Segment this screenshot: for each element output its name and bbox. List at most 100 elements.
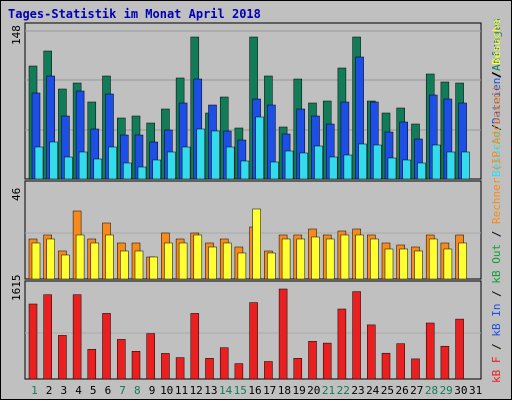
bar-bottom-kb-f-day-28 <box>425 322 435 380</box>
bar-middle-besuche-day-7 <box>120 250 129 280</box>
chart-title: Tages-Statistik im Monat April 2018 <box>8 7 261 21</box>
bar-top-besuche-day-28 <box>431 144 441 180</box>
bar-middle-besuche-day-15 <box>237 252 247 280</box>
bar-middle-besuche-day-27 <box>414 250 423 280</box>
x-tick-label: 4 <box>75 384 82 397</box>
bar-top-besuche-day-17 <box>270 161 279 180</box>
bar-bottom-kb-f-day-17 <box>264 361 273 380</box>
x-tick-label: 11 <box>175 384 188 397</box>
bar-bottom-kb-f-day-23 <box>352 291 361 380</box>
bar-top-besuche-day-3 <box>64 156 73 180</box>
bar-middle-besuche-day-19 <box>296 238 306 280</box>
bar-middle-besuche-day-12 <box>193 234 203 280</box>
bar-bottom-kb-f-day-7 <box>117 339 126 380</box>
x-tick-label: 21 <box>322 384 335 397</box>
x-tick-label: 17 <box>263 384 276 397</box>
bar-middle-besuche-day-9 <box>149 256 158 280</box>
bar-bottom-kb-f-day-27 <box>411 358 420 380</box>
legend-entry: / <box>490 284 503 304</box>
bar-top-besuche-day-11 <box>181 146 191 180</box>
x-tick-label: 10 <box>160 384 173 397</box>
bar-middle-besuche-day-20 <box>311 236 320 280</box>
bar-middle-besuche-day-30 <box>458 242 467 280</box>
bar-bottom-kb-f-day-29 <box>440 345 450 380</box>
bar-bottom-kb-f-day-2 <box>43 294 52 380</box>
bar-middle-besuche-day-22 <box>340 234 350 280</box>
bar-bottom-kb-f-day-12 <box>190 313 200 380</box>
bar-middle-besuche-day-2 <box>46 238 55 280</box>
bar-middle-besuche-day-14 <box>222 242 232 280</box>
x-tick-label: 30 <box>454 384 467 397</box>
bar-top-besuche-day-22 <box>343 154 353 180</box>
bar-middle-besuche-day-29 <box>443 248 453 280</box>
bar-top-besuche-day-12 <box>196 128 206 180</box>
bar-middle-besuche-day-6 <box>105 234 114 280</box>
bar-top-besuche-day-9 <box>152 159 161 180</box>
legend-entry: / <box>490 224 503 244</box>
bar-middle-besuche-day-28 <box>428 238 438 280</box>
legend-entry: Besuche <box>490 131 503 177</box>
x-tick-label: 5 <box>90 384 97 397</box>
x-tick-label: 29 <box>440 384 453 397</box>
bar-top-besuche-day-1 <box>34 146 44 180</box>
x-tick-label: 2 <box>46 384 53 397</box>
bar-bottom-kb-f-day-18 <box>278 288 288 380</box>
bar-bottom-kb-f-day-10 <box>161 353 170 380</box>
y-max-label: 1615 <box>10 275 23 302</box>
x-tick-label: 16 <box>248 384 261 397</box>
bar-middle-besuche-day-16 <box>252 208 261 280</box>
legend-entry: Rechner (IP-Adressen) <box>490 85 503 224</box>
bar-middle-besuche-day-21 <box>325 238 335 280</box>
bar-bottom-kb-f-day-25 <box>381 352 391 380</box>
legend-top: Besuche/Dateien/Anfragen <box>490 18 503 177</box>
y-max-label: 148 <box>10 25 23 45</box>
bar-middle-besuche-day-25 <box>384 248 394 280</box>
bar-bottom-kb-f-day-24 <box>367 324 376 380</box>
x-tick-label: 18 <box>278 384 291 397</box>
x-tick-label: 19 <box>292 384 305 397</box>
x-tick-label: 25 <box>381 384 394 397</box>
bar-middle-besuche-day-11 <box>178 242 188 280</box>
bar-top-besuche-day-16 <box>255 116 264 180</box>
bar-top-besuche-day-23 <box>358 143 367 180</box>
bar-bottom-kb-f-day-9 <box>146 333 155 380</box>
bar-top-besuche-day-30 <box>461 151 470 180</box>
legend-entry: / <box>490 71 503 78</box>
bar-middle-besuche-day-4 <box>75 234 85 280</box>
bar-bottom-kb-f-day-5 <box>87 349 97 380</box>
bar-top-besuche-day-21 <box>328 156 338 180</box>
bar-middle-besuche-day-13 <box>208 246 217 280</box>
x-tick-label: 15 <box>234 384 247 397</box>
bar-top-besuche-day-10 <box>167 151 176 180</box>
y-max-label: 46 <box>10 188 23 201</box>
bar-middle-besuche-day-3 <box>61 254 70 280</box>
bar-bottom-kb-f-day-15 <box>234 363 244 380</box>
x-tick-label: 23 <box>351 384 364 397</box>
bar-top-besuche-day-14 <box>225 146 235 180</box>
bar-top-besuche-day-19 <box>299 152 309 180</box>
bar-top-besuche-day-6 <box>108 146 117 180</box>
bar-top-besuche-day-24 <box>373 144 382 180</box>
legend-entry: kB In <box>490 304 503 337</box>
x-tick-label: 24 <box>366 384 380 397</box>
bar-top-besuche-day-18 <box>284 150 294 180</box>
bar-top-besuche-day-15 <box>240 160 250 180</box>
bar-top-besuche-day-13 <box>211 130 220 180</box>
bar-bottom-kb-f-day-22 <box>337 308 347 380</box>
bar-bottom-kb-f-day-3 <box>58 335 67 380</box>
x-tick-label: 14 <box>219 384 233 397</box>
bar-middle-besuche-day-18 <box>281 238 291 280</box>
bar-middle-besuche-day-17 <box>267 252 276 280</box>
bar-top-besuche-day-29 <box>446 151 456 180</box>
x-tick-label: 6 <box>105 384 112 397</box>
x-tick-label: 1 <box>31 384 38 397</box>
bar-middle-besuche-day-8 <box>134 250 144 280</box>
x-tick-label: 20 <box>307 384 320 397</box>
bar-top-besuche-day-27 <box>417 162 426 180</box>
x-tick-label: 28 <box>425 384 438 397</box>
bar-top-besuche-day-7 <box>123 162 132 180</box>
bar-bottom-kb-f-day-4 <box>72 294 82 380</box>
x-tick-label: 22 <box>337 384 350 397</box>
